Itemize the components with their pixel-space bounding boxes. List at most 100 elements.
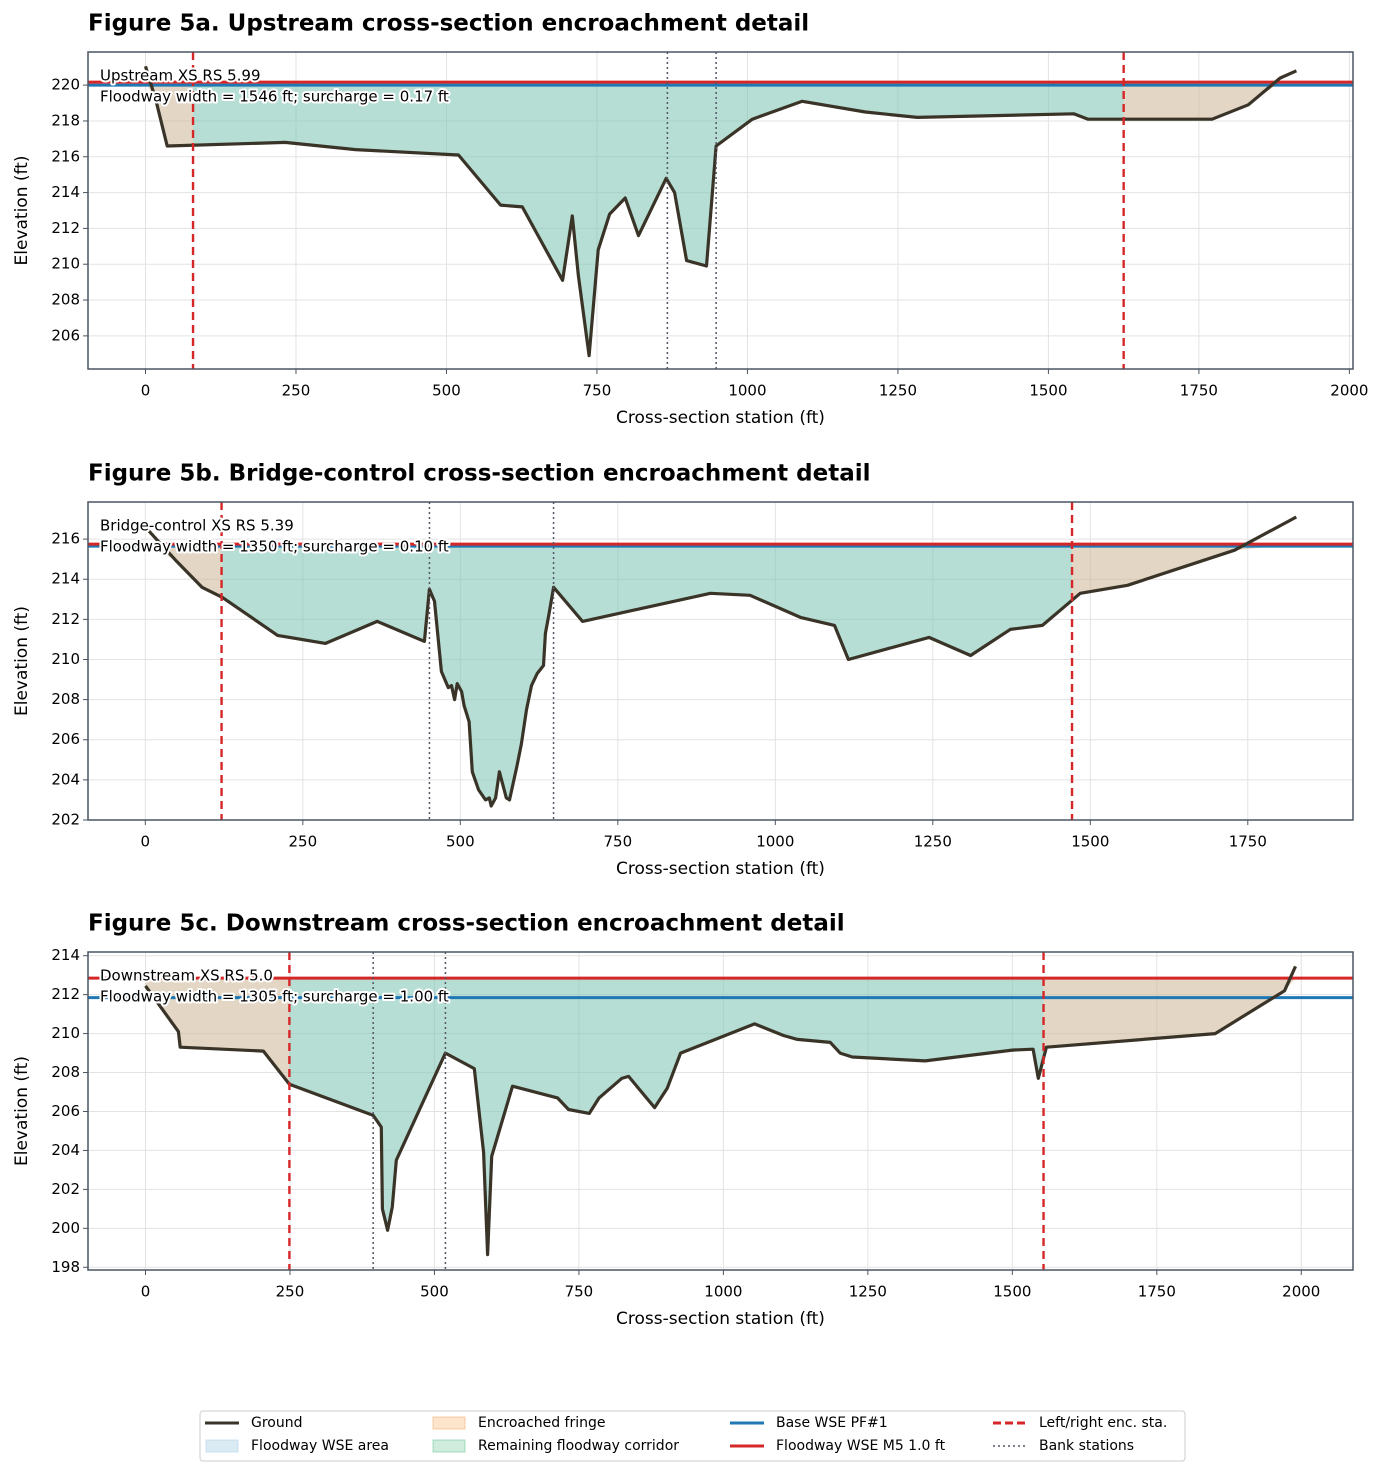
x-tick-label: 0	[141, 382, 151, 400]
y-tick-label: 206	[51, 1102, 80, 1120]
legend-frame	[199, 1410, 1186, 1462]
legend-swatch	[205, 1439, 239, 1453]
x-tick-label: 1750	[1229, 833, 1267, 851]
y-axis-label: Elevation (ft)	[12, 1056, 32, 1166]
x-axis-label: Cross-section station (ft)	[616, 859, 825, 879]
annotation: Floodway width = 1546 ft; surcharge = 0.…	[100, 88, 449, 106]
annotation: Floodway width = 1305 ft; surcharge = 1.…	[100, 988, 449, 1006]
x-tick-label: 500	[432, 382, 461, 400]
legend-label: Floodway WSE M5 1.0 ft	[776, 1438, 946, 1454]
annotation: Downstream XS RS 5.0	[100, 967, 273, 985]
x-axis-label: Cross-section station (ft)	[616, 408, 825, 428]
floodway-corridor	[193, 82, 1124, 356]
legend-swatch	[432, 1439, 466, 1453]
axes-frame	[87, 501, 1354, 821]
legend-label: Remaining floodway corridor	[478, 1438, 679, 1454]
x-tick-label: 0	[141, 833, 151, 851]
annotation: Upstream XS RS 5.99	[100, 67, 261, 85]
y-tick-label: 220	[51, 76, 80, 94]
legend-label: Floodway WSE area	[251, 1438, 389, 1454]
x-tick-label: 1000	[756, 833, 794, 851]
floodway-wse-area	[145, 82, 1297, 356]
x-tick-label: 250	[282, 382, 311, 400]
y-tick-label: 210	[51, 255, 80, 273]
plot-area	[88, 502, 1353, 820]
floodway-corridor	[221, 544, 1073, 806]
encroached-fringe	[1043, 978, 1296, 1059]
axes-frame	[87, 51, 1354, 370]
y-tick-label: 212	[51, 219, 80, 237]
x-tick-label: 1750	[1180, 382, 1218, 400]
axes-frame	[87, 951, 1354, 1271]
legend-label: Left/right enc. sta.	[1039, 1415, 1167, 1431]
x-tick-label: 1500	[1071, 833, 1109, 851]
chart-title: Figure 5b. Bridge-control cross-section …	[88, 461, 871, 487]
encroached-fringe	[1123, 82, 1297, 120]
ground-line	[144, 515, 1298, 808]
floodway-wse-area	[145, 978, 1296, 1255]
x-tick-label: 750	[583, 382, 612, 400]
encroached-fringe	[145, 82, 193, 146]
y-axis-label: Elevation (ft)	[12, 606, 32, 716]
encroached-fringe	[145, 544, 222, 597]
chart-title: Figure 5c. Downstream cross-section encr…	[88, 911, 845, 937]
y-tick-label: 202	[51, 811, 80, 829]
y-tick-label: 218	[51, 111, 80, 129]
y-tick-label: 204	[51, 1141, 80, 1159]
legend-label: Ground	[251, 1415, 303, 1431]
y-tick-label: 208	[51, 690, 80, 708]
encroached-fringe	[145, 978, 290, 1085]
legend-label: Base WSE PF#1	[776, 1415, 888, 1431]
plot-area	[88, 952, 1353, 1270]
x-tick-label: 1000	[704, 1283, 742, 1301]
x-tick-label: 1250	[849, 1283, 887, 1301]
y-tick-label: 216	[51, 530, 80, 548]
floodway-corridor	[289, 978, 1044, 1255]
legend-label: Encroached fringe	[478, 1415, 605, 1431]
x-tick-label: 500	[420, 1283, 449, 1301]
x-tick-label: 2000	[1282, 1283, 1320, 1301]
encroached-fringe	[1072, 544, 1297, 601]
y-tick-label: 200	[51, 1219, 80, 1237]
floodway-wse-area	[145, 544, 1297, 806]
y-axis-label: Elevation (ft)	[12, 156, 32, 266]
x-tick-label: 0	[141, 1283, 151, 1301]
x-tick-label: 1500	[993, 1283, 1031, 1301]
annotation: Floodway width = 1350 ft; surcharge = 0.…	[100, 538, 449, 556]
x-tick-label: 250	[276, 1283, 305, 1301]
x-tick-label: 750	[603, 833, 632, 851]
y-tick-label: 204	[51, 770, 80, 788]
x-tick-label: 1500	[1029, 382, 1067, 400]
x-tick-label: 750	[565, 1283, 594, 1301]
y-tick-label: 210	[51, 650, 80, 668]
y-tick-label: 206	[51, 326, 80, 344]
legend-label: Bank stations	[1039, 1438, 1134, 1454]
y-tick-label: 212	[51, 610, 80, 628]
y-tick-label: 202	[51, 1180, 80, 1198]
y-tick-label: 214	[51, 946, 80, 964]
x-axis-label: Cross-section station (ft)	[616, 1309, 825, 1329]
y-tick-label: 212	[51, 985, 80, 1003]
x-tick-label: 1750	[1138, 1283, 1176, 1301]
x-tick-label: 1250	[879, 382, 917, 400]
y-tick-label: 208	[51, 1063, 80, 1081]
ground-line	[144, 965, 1297, 1257]
y-tick-label: 198	[51, 1258, 80, 1276]
annotation: Bridge-control XS RS 5.39	[100, 517, 294, 535]
x-tick-label: 500	[446, 833, 475, 851]
legend-swatch	[432, 1416, 466, 1430]
x-tick-label: 1000	[728, 382, 766, 400]
ground-line	[143, 65, 1298, 358]
y-tick-label: 210	[51, 1024, 80, 1042]
x-tick-label: 2000	[1330, 382, 1368, 400]
y-tick-label: 206	[51, 730, 80, 748]
y-tick-label: 208	[51, 291, 80, 309]
y-tick-label: 216	[51, 147, 80, 165]
y-tick-label: 214	[51, 570, 80, 588]
x-tick-label: 250	[289, 833, 318, 851]
x-tick-label: 1250	[914, 833, 952, 851]
plot-area	[88, 52, 1353, 369]
y-tick-label: 214	[51, 183, 80, 201]
